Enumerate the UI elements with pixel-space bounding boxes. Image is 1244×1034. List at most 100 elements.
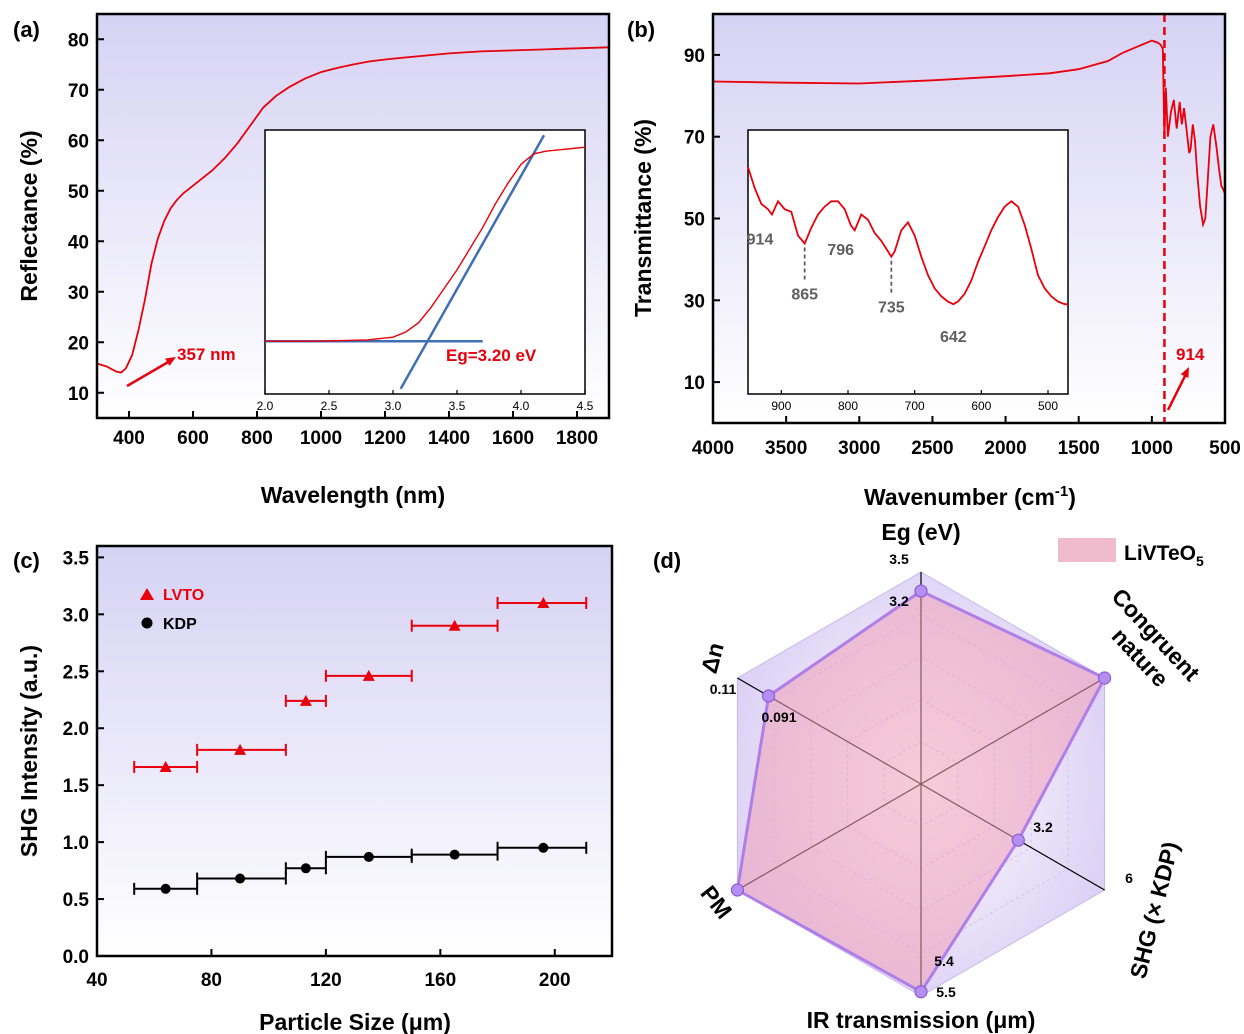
panel-c-ytick-label: 3.5 (63, 548, 90, 569)
kdp-point (538, 842, 549, 853)
panel-a-ytick-label: 20 (68, 333, 89, 354)
kdp-point (300, 863, 311, 874)
reflectance-curve (96, 46, 610, 374)
radar-vertex (914, 985, 928, 999)
legend-kdp-marker (141, 617, 153, 629)
panel-a-xtick-label: 1600 (492, 428, 534, 449)
peak-label-865: 865 (791, 287, 818, 304)
radar-vertex (914, 584, 928, 598)
lvto-point (448, 619, 461, 631)
inset-b-xtick-label: 700 (905, 399, 925, 413)
radar-max-ir: 5.5 (936, 984, 956, 1000)
panel-b-xlabel: Wavenumber (cm-1) (864, 483, 1076, 510)
inset-b-xtick-label: 800 (838, 399, 858, 413)
radar-axis-pm: PM (695, 880, 737, 923)
panel-c-ytick-label: 1.5 (63, 776, 90, 797)
radar-axis-eg: Eg (eV) (881, 519, 960, 545)
panel-a-xtick-label: 1400 (428, 428, 470, 449)
panel-b-ytick-label: 10 (684, 373, 705, 394)
panel-c-ytick-label: 0.5 (63, 890, 90, 911)
panel-b-xtick-label: 3500 (765, 438, 807, 459)
panel-c-label: (c) (13, 548, 40, 573)
panel-d-label: (d) (653, 548, 681, 573)
panel-a-ytick-label: 40 (68, 232, 89, 253)
panel-b-ylabel: Transmittance (%) (630, 119, 656, 317)
panel-c-xtick-label: 120 (310, 970, 342, 991)
panel-d-legend: LiVTeO5 (1058, 538, 1204, 569)
legend-swatch (1058, 538, 1116, 562)
radar-axis-dn: Δn (696, 640, 729, 676)
panel-a-ytick-label: 80 (68, 30, 89, 51)
kdp-point (160, 883, 171, 894)
radar-value-eg: 3.2 (889, 593, 909, 609)
panel-b-xtick-label: 1500 (1058, 438, 1100, 459)
inset-a-xtick-label: 4.0 (513, 399, 530, 413)
panel-b-frame (711, 12, 1227, 425)
inset-a-xtick-label: 3.0 (385, 399, 402, 413)
bandgap-label: Eg=3.20 eV (446, 346, 537, 365)
panel-b-ytick-label: 70 (684, 128, 705, 149)
radar-vertex (730, 883, 745, 897)
inset-a: 2.0 2.5 3.0 3.5 4.0 4.5 Eg=3.20 eV (257, 129, 594, 413)
panel-c-ytick-label: 2.5 (63, 662, 90, 683)
panel-a-xtick-label: 600 (177, 428, 209, 449)
panel-b-xtick-label: 4000 (692, 438, 734, 459)
annotation-arrowhead (1180, 367, 1189, 378)
panel-b-ytick-label: 30 (684, 291, 705, 312)
panel-b-xtick-label: 2500 (911, 438, 953, 459)
panel-a-ytick-label: 70 (68, 81, 89, 102)
ir-inset-curve (747, 166, 1068, 306)
radar-vertex (1011, 833, 1025, 847)
radar-axis-shg: SHG (× KDP) (1125, 839, 1184, 981)
radar-vertex (762, 689, 776, 703)
lvto-point (159, 760, 172, 772)
panel-b: 4000 3500 3000 2500 2000 1500 1000 500 10 30 50 70 9… (627, 12, 1241, 510)
inset-b: 900 800 700 600 500 914 865 796 735 642 (747, 129, 1069, 413)
peak-label-735: 735 (878, 300, 905, 317)
panel-a-xtick-label: 1200 (364, 428, 406, 449)
annotation-914: 914 (1176, 345, 1205, 364)
peak-label-914: 914 (747, 231, 774, 248)
panel-b-label: (b) (627, 17, 655, 42)
kdp-point (235, 873, 246, 884)
panel-b-xtick-label: 500 (1209, 438, 1241, 459)
legend-lvto-marker (140, 588, 154, 600)
radar-value-ir: 5.4 (934, 953, 954, 969)
panel-b-xtick-label: 2000 (984, 438, 1026, 459)
inset-a-xtick-label: 3.5 (449, 399, 466, 413)
annotation-arrow (126, 359, 171, 388)
peak-label-642: 642 (940, 329, 967, 346)
panel-a-frame (95, 12, 611, 420)
radar-max-eg: 3.5 (889, 551, 909, 567)
panel-b-ytick-label: 50 (684, 210, 705, 231)
transmittance-curve (712, 39, 1226, 229)
panel-c-ylabel: SHG Intensity (a.u.) (16, 645, 42, 857)
radar-max-shg: 6 (1125, 870, 1133, 886)
lvto-point (234, 743, 247, 755)
panel-a-xlabel: Wavelength (nm) (261, 482, 445, 508)
panel-a-xtick-label: 800 (241, 428, 273, 449)
annotation-357nm: 357 nm (177, 345, 236, 364)
legend-kdp-label: KDP (163, 616, 197, 633)
inset-a-frame (264, 129, 586, 395)
radar-axis-ir: IR transmission (μm) (807, 1007, 1036, 1033)
kdp-point (363, 851, 374, 862)
legend-lvto-label: LVTO (163, 587, 204, 604)
tangent-fit-line (399, 134, 546, 390)
inset-b-frame (747, 129, 1069, 395)
panel-c-xtick-label: 200 (539, 970, 571, 991)
radar-value-shg: 3.2 (1033, 819, 1053, 835)
panel-a-label: (a) (13, 17, 40, 42)
panel-b-xtick-label: 1000 (1131, 438, 1173, 459)
panel-a-xtick-label: 1800 (556, 428, 598, 449)
panel-a-ytick-label: 10 (68, 384, 89, 405)
panel-c-plot-area (97, 546, 612, 956)
panel-c-xtick-label: 80 (201, 970, 222, 991)
annotation-arrow (1166, 373, 1188, 411)
tauc-curve (265, 146, 586, 342)
panel-c-legend: LVTO KDP (140, 587, 204, 633)
inset-a-xtick-label: 2.0 (257, 399, 274, 413)
panel-a-ytick-label: 30 (68, 283, 89, 304)
